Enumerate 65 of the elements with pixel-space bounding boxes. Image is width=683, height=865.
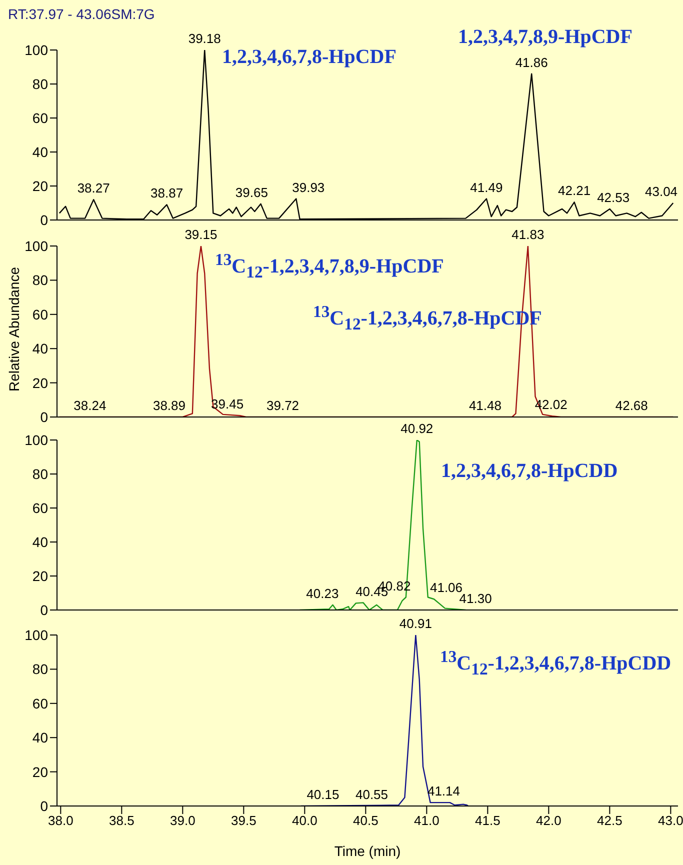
y-tick-label: 0 — [40, 408, 48, 425]
y-tick-label: 40 — [32, 730, 48, 746]
annotation: 39.93 — [292, 180, 325, 195]
annotation: 39.65 — [235, 184, 268, 200]
y-tick-label: 60 — [32, 695, 48, 712]
x-tick-label: 41.0 — [414, 813, 440, 828]
annotation: $^{13}$C$_{12}$-1,2,3,4,6,7,8-HpCDD — [440, 647, 672, 680]
annotation: 38.24 — [74, 398, 106, 413]
annotation: 42.21 — [558, 183, 591, 198]
annotation: 1,2,3,4,6,7,8-HpCDD — [441, 460, 618, 483]
annotation: $^{13}$C$_{12}$-1,2,3,4,7,8,9-HpCDF — [215, 250, 444, 283]
y-tick-label: 100 — [24, 238, 48, 254]
x-tick-label: 40.0 — [292, 813, 318, 828]
annotation: 41.49 — [470, 180, 503, 195]
y-tick-label: 20 — [32, 178, 48, 194]
annotation: 39.15 — [184, 227, 218, 242]
y-tick-label: 60 — [32, 500, 48, 516]
y-tick-label: 20 — [32, 764, 48, 780]
y-tick-label: 60 — [32, 306, 48, 322]
annotation: 38.27 — [77, 180, 110, 196]
y-tick-label: 0 — [40, 602, 48, 618]
y-tick-label: 0 — [40, 212, 48, 228]
y-tick-label: 80 — [32, 661, 48, 678]
x-tick-label: 43.0 — [658, 813, 683, 828]
annotation: 39.72 — [266, 398, 300, 413]
x-tick-label: 38.5 — [109, 813, 134, 828]
annotation: 42.53 — [597, 190, 630, 205]
annotation: 40.91 — [399, 616, 432, 631]
x-tick-label: 38.0 — [48, 813, 74, 828]
y-tick-label: 100 — [24, 432, 48, 448]
x-tick-label: 39.0 — [170, 813, 196, 828]
y-tick-label: 60 — [32, 110, 48, 126]
y-tick-label: 20 — [32, 568, 48, 584]
annotation: 40.92 — [400, 421, 434, 436]
x-axis-title: Time (min) — [334, 843, 401, 859]
x-tick-label: 39.5 — [231, 813, 256, 828]
text: 1,2,3,4,7,8,9-HpCDF — [458, 26, 632, 49]
y-tick-label: 0 — [40, 798, 48, 814]
y-tick-label: 40 — [32, 340, 48, 357]
annotation: 38.89 — [152, 398, 186, 413]
x-tick-label: 40.5 — [353, 813, 378, 828]
y-tick-label: 40 — [32, 534, 48, 550]
annotation: 40.55 — [355, 787, 388, 802]
chart-title: RT:37.97 - 43.06SM:7G — [8, 6, 155, 22]
annotation: 40.23 — [306, 586, 339, 601]
y-tick-label: 80 — [32, 466, 48, 482]
y-tick-label: 40 — [32, 144, 48, 160]
annotation: 40.15 — [306, 787, 340, 802]
annotation: 1,2,3,4,6,7,8-HpCDF — [222, 46, 396, 69]
annotation: 41.83 — [512, 227, 544, 242]
annotation: 38.87 — [150, 186, 184, 201]
x-tick-label: 42.5 — [597, 813, 622, 828]
x-tick-label: 41.5 — [475, 813, 500, 828]
y-axis-title: Relative Abundance — [6, 266, 22, 392]
annotation: 43.04 — [645, 184, 678, 199]
annotation: 41.48 — [468, 398, 502, 413]
y-tick-label: 20 — [32, 374, 48, 391]
annotation: 42.68 — [615, 398, 648, 413]
y-tick-label: 100 — [24, 626, 48, 643]
y-tick-label: 80 — [32, 76, 48, 92]
annotation: 39.18 — [188, 31, 221, 46]
x-tick-label: 42.0 — [536, 813, 562, 828]
annotation: 41.86 — [515, 54, 548, 70]
y-tick-label: 80 — [32, 272, 48, 288]
y-tick-label: 100 — [24, 42, 48, 58]
